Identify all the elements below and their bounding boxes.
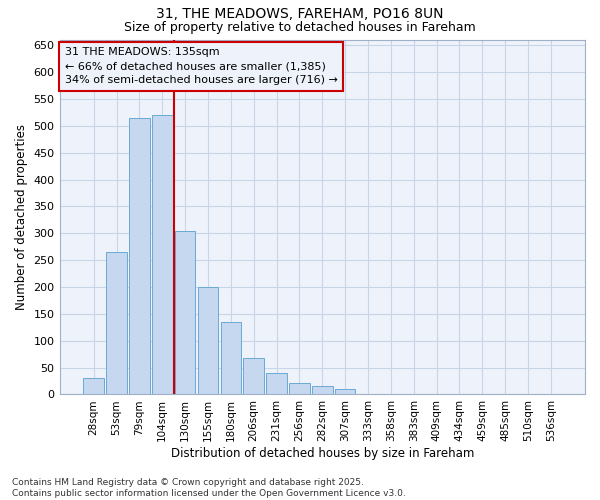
Bar xyxy=(244,358,264,395)
Bar xyxy=(129,118,150,394)
Bar xyxy=(289,382,310,394)
Bar xyxy=(175,230,196,394)
Y-axis label: Number of detached properties: Number of detached properties xyxy=(15,124,28,310)
Bar xyxy=(221,322,241,394)
Bar xyxy=(106,252,127,394)
Text: Contains HM Land Registry data © Crown copyright and database right 2025.
Contai: Contains HM Land Registry data © Crown c… xyxy=(12,478,406,498)
Text: Size of property relative to detached houses in Fareham: Size of property relative to detached ho… xyxy=(124,21,476,34)
Bar xyxy=(152,115,173,394)
Text: 31, THE MEADOWS, FAREHAM, PO16 8UN: 31, THE MEADOWS, FAREHAM, PO16 8UN xyxy=(156,8,444,22)
Bar xyxy=(335,389,355,394)
Bar xyxy=(312,386,332,394)
X-axis label: Distribution of detached houses by size in Fareham: Distribution of detached houses by size … xyxy=(170,447,474,460)
Bar xyxy=(83,378,104,394)
Bar xyxy=(266,373,287,394)
Text: 31 THE MEADOWS: 135sqm
← 66% of detached houses are smaller (1,385)
34% of semi-: 31 THE MEADOWS: 135sqm ← 66% of detached… xyxy=(65,47,338,85)
Bar xyxy=(198,287,218,395)
